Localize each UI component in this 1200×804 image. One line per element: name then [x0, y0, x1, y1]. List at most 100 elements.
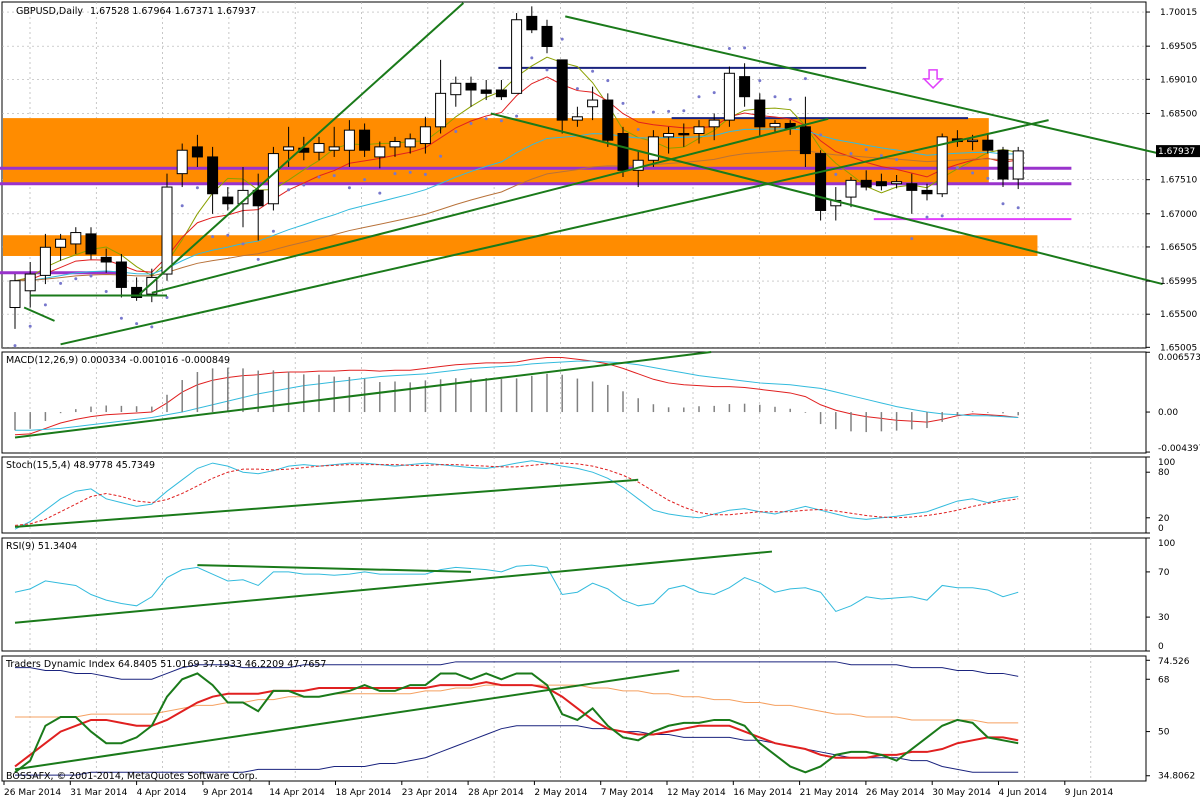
sar-dot — [347, 186, 351, 190]
candle-body — [556, 59, 568, 121]
sar-dot — [971, 171, 975, 175]
sar-dot — [150, 325, 154, 329]
candle-body — [921, 189, 933, 195]
candle-body — [465, 82, 477, 91]
ma-cyan-line — [14, 128, 1019, 282]
candle-body — [967, 139, 979, 143]
sar-dot — [1016, 206, 1020, 210]
x-tick-label: 9 Jun 2014 — [1065, 788, 1114, 798]
sar-dot — [302, 183, 306, 187]
sar-dot — [271, 229, 275, 233]
tdi-series-line — [15, 661, 1019, 680]
candle-body — [359, 129, 371, 151]
tdi-series-line — [14, 681, 1019, 768]
candle-body — [799, 126, 811, 155]
sar-dot — [667, 109, 671, 113]
sar-dot — [940, 214, 944, 218]
candle-body — [283, 146, 295, 151]
panel-frame-rsi — [1, 537, 1147, 652]
candle-body — [571, 116, 583, 121]
candle-body — [207, 156, 219, 195]
x-tick-label: 9 Apr 2014 — [203, 788, 253, 798]
stoch-label: Stoch(15,5,4) 48.9778 45.7349 — [6, 460, 155, 471]
sar-dot — [165, 295, 169, 299]
candle-body — [1012, 150, 1024, 180]
candle-body — [708, 119, 720, 128]
candle-body — [161, 186, 173, 275]
x-tick-label: 30 May 2014 — [932, 788, 991, 798]
candle-body — [24, 273, 36, 292]
candle-body — [587, 99, 599, 108]
candle-body — [450, 82, 462, 96]
sar-dot — [195, 186, 199, 190]
candle-body — [328, 146, 340, 151]
ma-red-line — [14, 76, 1019, 282]
ohlc-label: 1.67528 1.67964 1.67371 1.67937 — [90, 6, 256, 17]
macd-trend-line — [14, 351, 712, 439]
panel-frame-stoch — [1, 456, 1147, 534]
sar-dot — [819, 133, 823, 137]
candle-body — [845, 179, 857, 198]
y-tick-label: 1.70015 — [1160, 8, 1197, 18]
sar-dot — [43, 303, 47, 307]
stoch-trend-line — [14, 478, 639, 528]
sar-dot — [484, 117, 488, 121]
trend-line — [60, 119, 1049, 346]
x-tick-label: 23 Apr 2014 — [402, 788, 458, 798]
y-tick-label: 1.69010 — [1160, 75, 1197, 85]
sar-dot — [454, 129, 458, 133]
candle-body — [541, 25, 553, 48]
x-tick-label: 7 May 2014 — [601, 788, 654, 798]
x-tick-label: 12 May 2014 — [667, 788, 726, 798]
x-tick-label: 26 May 2014 — [866, 788, 925, 798]
trend-line — [138, 2, 465, 295]
sar-dot — [119, 316, 123, 320]
y-tick-label: 1.65995 — [1160, 277, 1197, 287]
candle-body — [9, 280, 21, 309]
candle-body — [678, 133, 690, 136]
rsi-label: RSI(9) 51.3404 — [6, 541, 77, 552]
current-price-label: 1.67937 — [1158, 147, 1195, 157]
sar-dot — [439, 154, 443, 158]
y-tick-label: 1.66505 — [1160, 243, 1197, 253]
x-tick-label: 28 Apr 2014 — [468, 788, 524, 798]
candle-body — [723, 72, 735, 121]
x-tick-label: 4 Jun 2014 — [999, 788, 1048, 798]
candle-body — [632, 159, 644, 171]
candle-body — [70, 232, 82, 245]
candle-body — [419, 126, 431, 145]
candle-body — [982, 139, 994, 151]
zone-band — [3, 235, 1038, 256]
zone-band — [3, 118, 989, 184]
y-tick-label: 80 — [1158, 468, 1170, 478]
y-tick-label: 0 — [1158, 524, 1164, 534]
trend-line — [490, 112, 1163, 286]
y-tick-label: 30 — [1158, 613, 1170, 623]
y-tick-label: -0.004397 — [1158, 444, 1200, 454]
sar-dot — [743, 46, 747, 50]
sar-dot — [89, 274, 93, 278]
sar-dot — [849, 152, 853, 156]
candle-body — [55, 238, 67, 248]
panel-frame-macd — [1, 351, 1147, 454]
candle-body — [875, 181, 887, 187]
sar-dot — [879, 154, 883, 158]
candle-body — [313, 143, 325, 153]
candle-body — [754, 99, 766, 128]
y-tick-label: 0.00 — [1158, 408, 1178, 418]
candle-body — [404, 138, 416, 148]
candle-body — [115, 261, 127, 288]
stoch-series-line — [14, 462, 1019, 526]
sar-dot — [606, 79, 610, 83]
tdi-label: Traders Dynamic Index 64.8405 51.0169 37… — [5, 659, 326, 670]
candle-body — [617, 133, 629, 171]
y-tick-label: 0.006573 — [1158, 353, 1200, 363]
x-tick-label: 4 Apr 2014 — [137, 788, 187, 798]
y-tick-label: 74.526 — [1158, 657, 1190, 667]
rsi-series-line — [14, 564, 1019, 613]
candle-body — [100, 256, 112, 263]
y-tick-label: 68 — [1158, 675, 1170, 685]
y-tick-label: 1.65500 — [1160, 310, 1197, 320]
sar-dot — [712, 91, 716, 95]
